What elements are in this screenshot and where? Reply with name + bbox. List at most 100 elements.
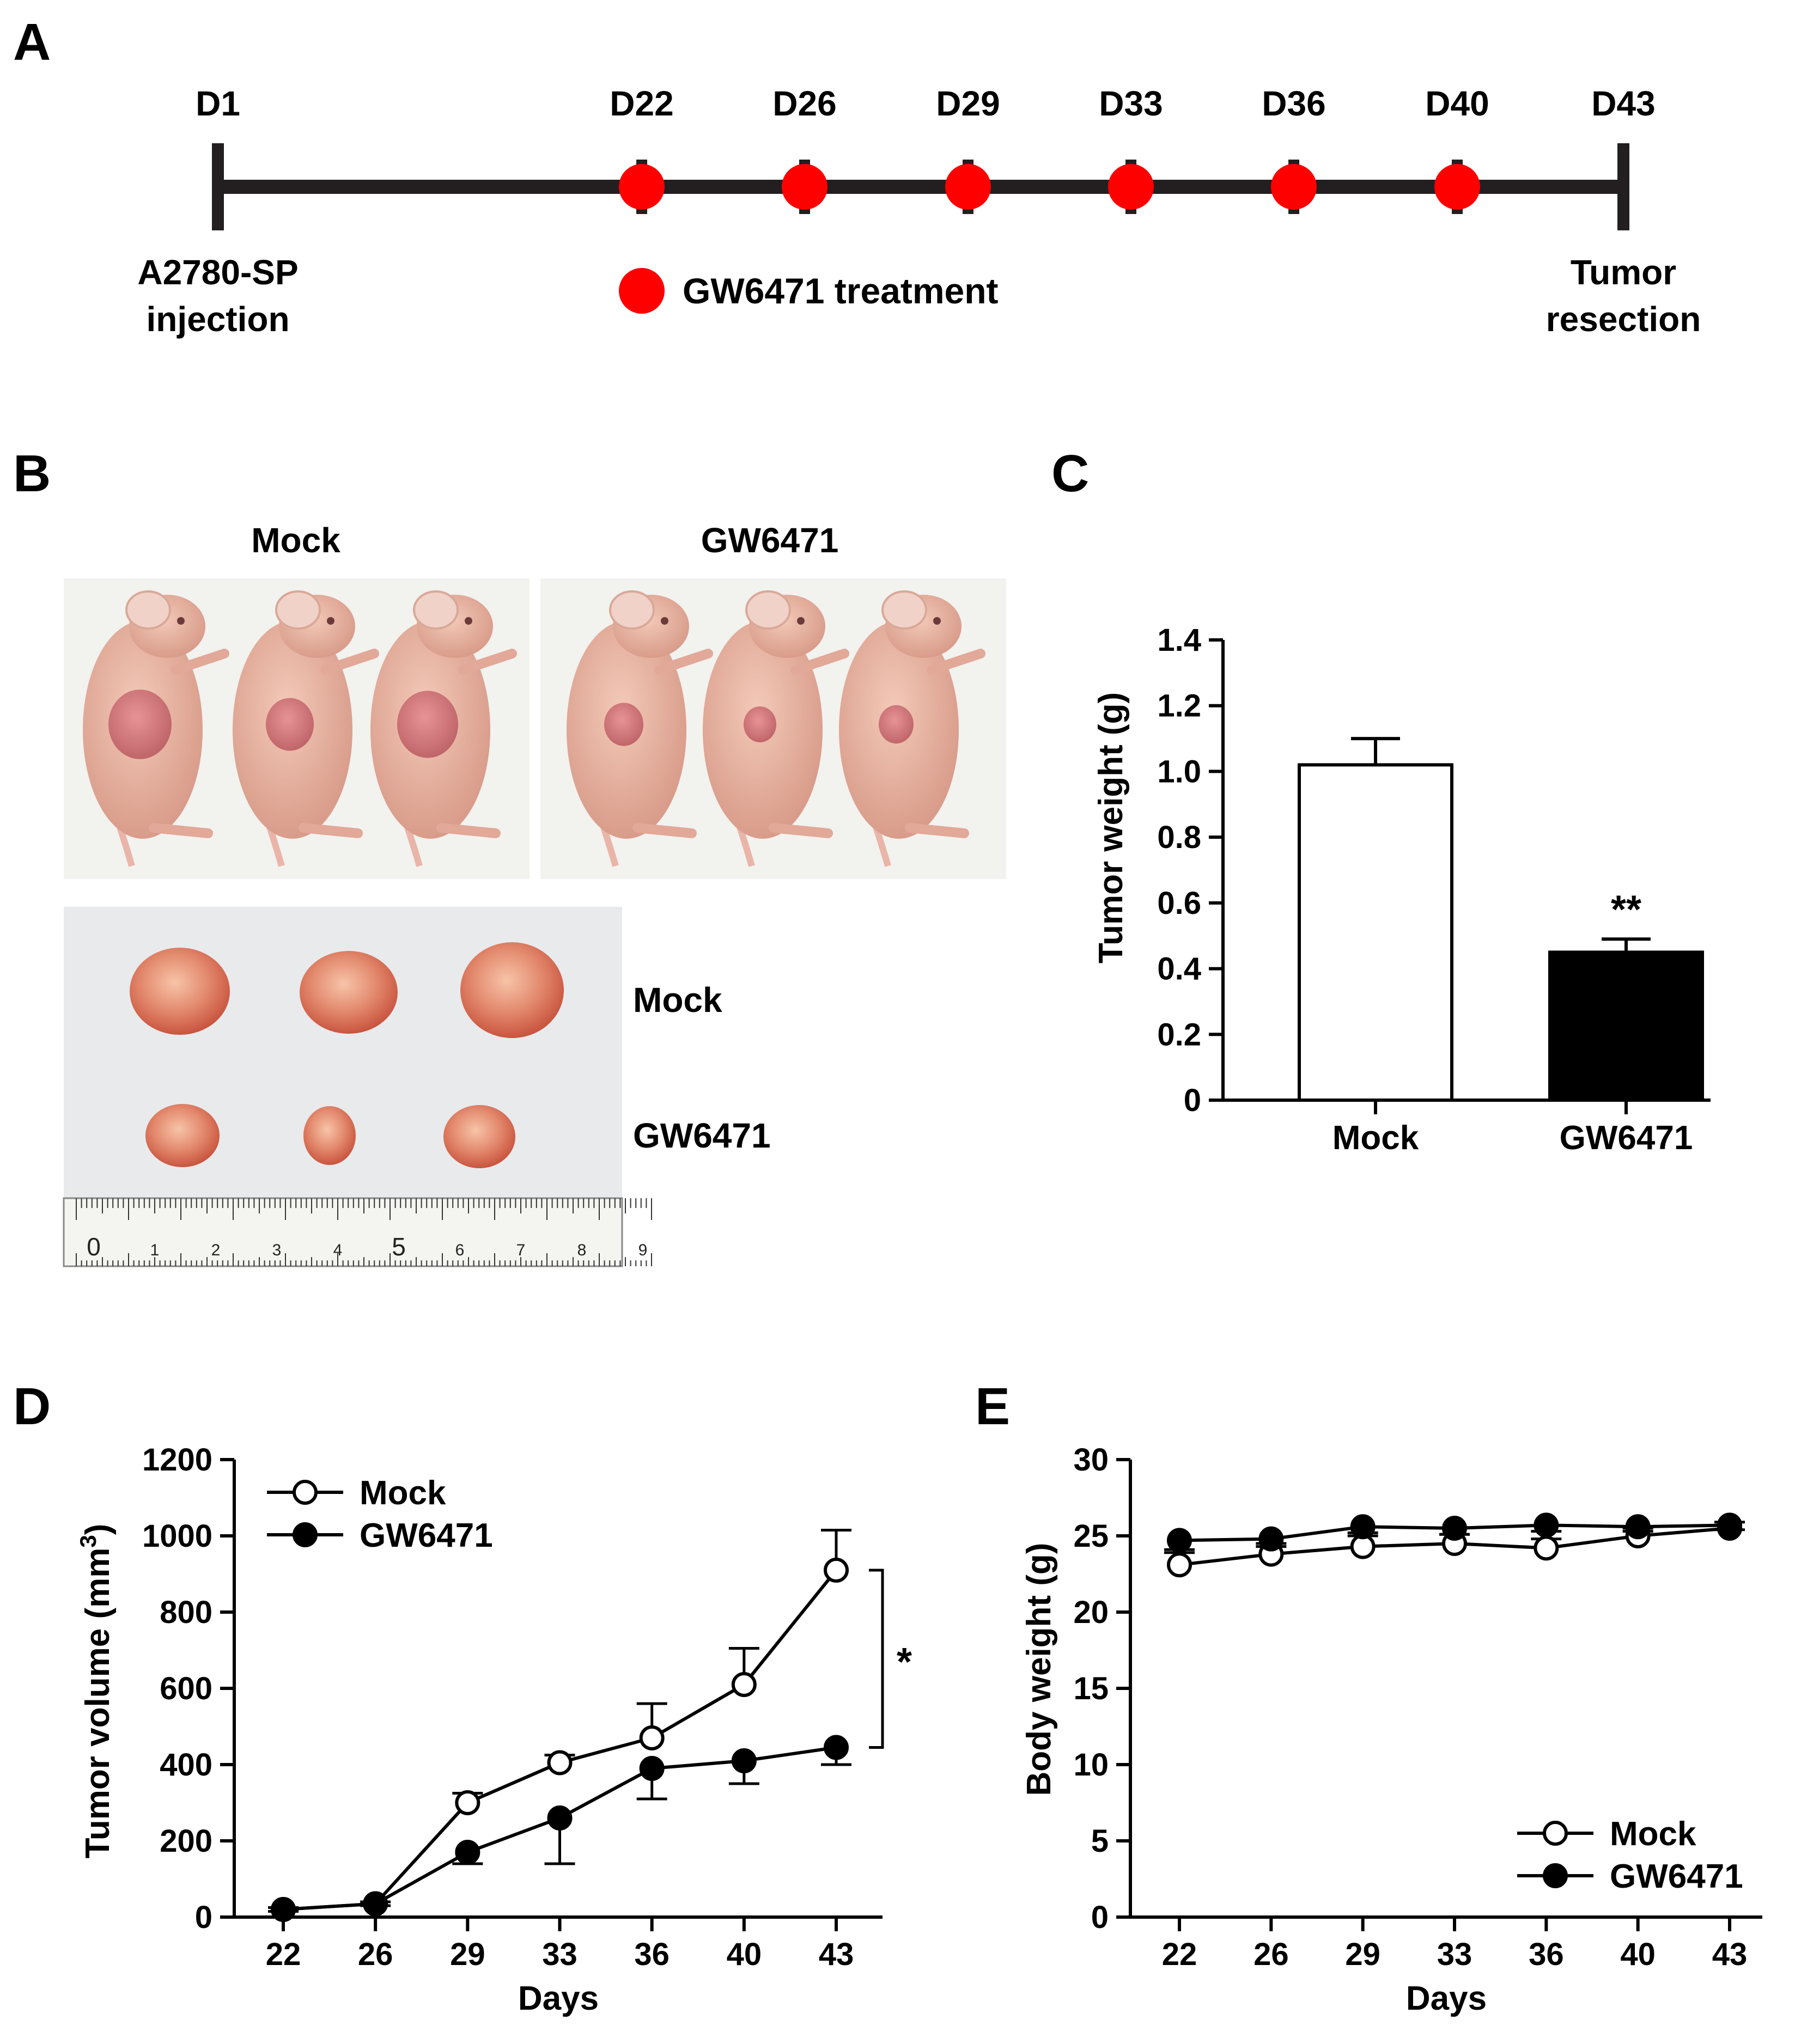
chart-c-x-tick-label-GW6471: GW6471 — [1560, 1119, 1693, 1157]
chart-e-point-gw6471 — [1350, 1514, 1376, 1540]
chart-e-x-tick-label-29: 29 — [1345, 1937, 1380, 1972]
chart-d-y-tick-label: 800 — [160, 1595, 212, 1630]
injection-label-line1: A2780-SP — [137, 253, 298, 292]
ruler-digit-2: 2 — [211, 1241, 221, 1259]
treatment-marker-D22 — [619, 164, 665, 210]
chart-e-point-mock — [1167, 1552, 1192, 1578]
timeline-day-label-D29: D29 — [936, 84, 1000, 123]
mouse-ear — [609, 590, 655, 630]
panel-label-c: C — [1051, 444, 1089, 503]
chart-e-point-gw6471 — [1625, 1514, 1651, 1540]
chart-d-point-gw6471 — [271, 1897, 296, 1922]
timeline-day-label-D33: D33 — [1099, 84, 1163, 123]
chart-c-y-tick-label: 0.8 — [1157, 820, 1201, 855]
treatment-marker-D26 — [782, 164, 827, 210]
chart-e-y-tick-label: 30 — [1073, 1442, 1109, 1478]
chart-c-bar-Mock — [1298, 763, 1453, 1102]
treatment-legend-label: GW6471 treatment — [683, 271, 999, 311]
chart-d-point-gw6471 — [547, 1805, 573, 1831]
chart-d-y-tick-label: 1200 — [142, 1442, 212, 1478]
mouse-tumor-bump — [744, 706, 776, 742]
ruler-digit-1: 1 — [150, 1241, 160, 1259]
panel-label-a: A — [13, 13, 51, 71]
chart-d-ylabel: Tumor volume (mm3) — [75, 1524, 117, 1859]
chart-c-y-tick-label: 0 — [1184, 1083, 1201, 1118]
chart-d-legend-marker-mock — [293, 1480, 318, 1505]
chart-e-point-gw6471 — [1167, 1528, 1192, 1553]
chart-d-x-tick-label-43: 43 — [819, 1937, 854, 1972]
chart-c-bar-GW6471 — [1548, 950, 1704, 1102]
mouse-ear — [881, 590, 927, 630]
timeline-day-label-D26: D26 — [772, 84, 836, 123]
tumor-gw6471-2 — [303, 1106, 356, 1165]
chart-e-x-tick-label-36: 36 — [1529, 1937, 1564, 1972]
chart-d-point-gw6471 — [731, 1748, 757, 1773]
mouse-eye — [327, 617, 334, 625]
chart-d-x-tick-label-40: 40 — [727, 1937, 762, 1972]
tumor-label-mock: Mock — [633, 980, 722, 1020]
ruler-digit-3: 3 — [272, 1241, 282, 1259]
chart-d-y-tick-label: 200 — [160, 1823, 212, 1859]
chart-e-y-tick-label: 5 — [1091, 1823, 1109, 1859]
chart-e-point-gw6471 — [1717, 1512, 1742, 1538]
chart-d-x-tick-label-26: 26 — [358, 1937, 393, 1972]
resection-label-line2: resection — [1546, 300, 1701, 339]
mouse-gw6471-3 — [839, 590, 985, 867]
chart-e-point-gw6471 — [1258, 1526, 1284, 1552]
mouse-foreleg — [654, 649, 713, 675]
tumor-label-gw6471: GW6471 — [633, 1116, 771, 1155]
timeline: D1 D22 D26 D29 D33 D36 D40 D43 — [196, 84, 1656, 230]
mouse-mock-1 — [83, 590, 229, 867]
timeline-day-label-D43: D43 — [1591, 84, 1655, 123]
chart-d-legend-marker-gw6471 — [293, 1522, 318, 1547]
chart-d-point-mock — [639, 1725, 665, 1750]
chart-d-x-tick-label-29: 29 — [450, 1937, 485, 1972]
timeline-day-label-D40: D40 — [1425, 84, 1489, 123]
tumor-gw6471-3 — [443, 1105, 515, 1168]
mouse-ear — [275, 590, 321, 630]
mouse-hindleg — [436, 823, 501, 838]
tumor-volume-chart: 0 200 400 600 800 1000 1200 22 26 29 33 36 40 43 Days M… — [142, 1442, 912, 2017]
chart-d-point-mock — [731, 1672, 757, 1697]
chart-e-ylabel: Body weight (g) — [1020, 1543, 1058, 1796]
mouse-foreleg — [927, 649, 985, 675]
mice-group-mock — [83, 590, 517, 867]
chart-e-legend-label-mock: Mock — [1610, 1815, 1696, 1853]
chart-e-legend-label-gw6471: GW6471 — [1610, 1858, 1743, 1895]
mouse-hindleg — [299, 823, 363, 838]
mouse-eye — [933, 617, 941, 625]
chart-c-y-tick-label: 0.4 — [1157, 951, 1201, 987]
mouse-tumor-bump — [604, 703, 643, 746]
timeline-day-label-D36: D36 — [1262, 84, 1325, 123]
mouse-hindleg — [149, 823, 213, 838]
chart-c-y-tick-label: 1.0 — [1157, 754, 1201, 789]
chart-c-y-tick-label: 1.4 — [1157, 623, 1201, 658]
treatment-marker-D33 — [1108, 164, 1154, 210]
chart-d-x-tick-label-36: 36 — [634, 1937, 670, 1972]
chart-d-y-tick-label: 0 — [195, 1900, 212, 1935]
tumor-mock-1 — [130, 948, 230, 1035]
panel-label-d: D — [13, 1377, 51, 1436]
chart-e-legend-marker-gw6471 — [1543, 1863, 1568, 1888]
chart-e-y-tick-label: 15 — [1073, 1671, 1109, 1706]
mouse-tumor-bump — [266, 698, 314, 751]
treatment-marker-D29 — [945, 164, 991, 210]
chart-d-point-gw6471 — [639, 1756, 665, 1781]
chart-c-y-tick-label: 0.2 — [1157, 1017, 1201, 1052]
mouse-tumor-bump — [397, 691, 458, 758]
treatment-marker-D40 — [1434, 164, 1480, 210]
chart-c-x-tick-label-Mock: Mock — [1332, 1119, 1419, 1157]
mouse-eye — [661, 617, 668, 625]
mouse-tumor-bump — [108, 690, 172, 759]
chart-d-point-mock — [455, 1790, 480, 1815]
mouse-mock-3 — [370, 590, 517, 867]
chart-d-y-tick-label: 400 — [160, 1747, 212, 1783]
injection-label-line2: injection — [146, 300, 289, 339]
tumor-gw6471-1 — [145, 1104, 220, 1167]
mouse-ear — [125, 590, 171, 630]
chart-e-y-tick-label: 10 — [1073, 1747, 1109, 1783]
mouse-eye — [465, 617, 472, 625]
chart-e-x-tick-label-40: 40 — [1620, 1937, 1656, 1972]
chart-d-legend-label-mock: Mock — [360, 1474, 446, 1512]
